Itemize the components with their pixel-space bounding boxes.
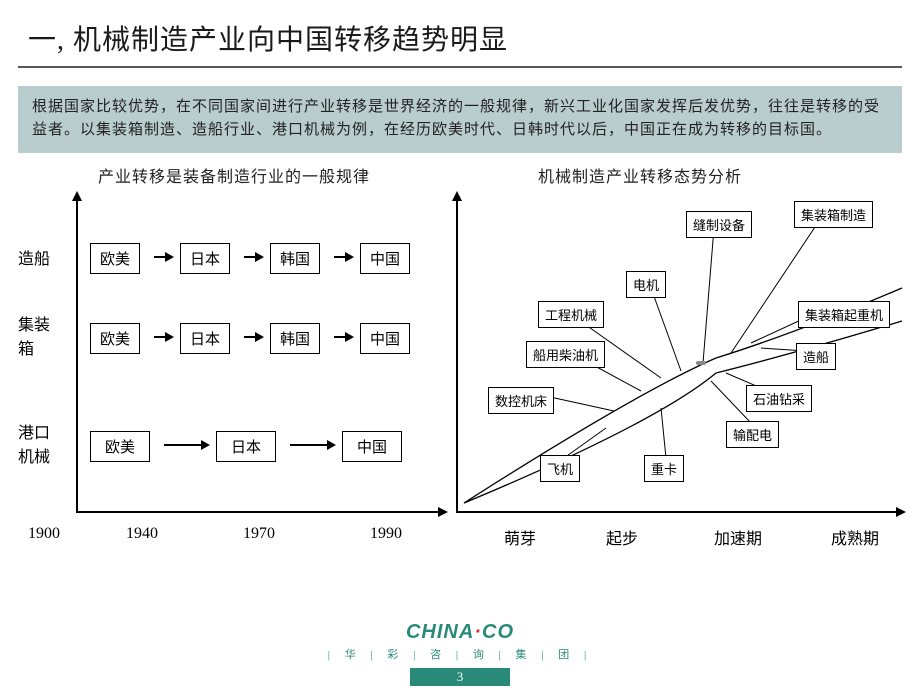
row-label: 集装箱 [18,311,50,359]
flow-box: 中国 [342,431,402,462]
x-tick: 1970 [243,525,275,543]
row-label: 造船 [18,245,50,269]
phase-tick: 加速期 [714,525,762,549]
right-x-axis [456,511,904,513]
arrow-icon [154,336,172,338]
right-y-axis [456,193,458,513]
node-jzxqzj: 集装箱起重机 [798,301,890,328]
flow-box: 中国 [360,323,410,354]
title-underline [18,66,902,68]
arrow-icon [334,336,352,338]
diagram-area: 产业转移是装备制造行业的一般规律 机械制造产业转移态势分析 造船欧美日本韩国中国… [18,163,902,583]
phase-tick: 成熟期 [831,525,879,549]
node-fj: 飞机 [540,455,580,482]
node-zk: 重卡 [644,455,684,482]
arrow-icon [290,444,334,446]
logo: CHINA·CO [0,621,920,644]
fishbone-center [696,361,706,365]
node-syzc: 石油钻采 [746,385,812,412]
left-chart: 造船欧美日本韩国中国集装箱欧美日本韩国中国港口机械欧美日本中国 19001940… [18,193,438,553]
arrow-icon [164,444,208,446]
node-dj: 电机 [626,271,666,298]
node-skjc: 数控机床 [488,387,554,414]
right-chart: 缝制设备 集装箱制造电机工程机械船用柴油机 集装箱起重机造船数控机床 石油钻采输配电飞… [456,193,906,553]
flow-box: 日本 [180,323,230,354]
logo-subtitle: | 华 | 彩 | 咨 | 询 | 集 | 团 | [0,646,920,662]
footer: CHINA·CO | 华 | 彩 | 咨 | 询 | 集 | 团 | 3 [0,621,920,686]
flow-box: 韩国 [270,323,320,354]
node-cycy: 船用柴油机 [526,341,605,368]
right-subtitle: 机械制造产业转移态势分析 [538,163,742,187]
phase-tick: 起步 [606,525,638,549]
flow-box: 中国 [360,243,410,274]
flow-box: 日本 [216,431,276,462]
page-title: 一, 机械制造产业向中国转移趋势明显 [0,0,920,66]
arrow-icon [334,256,352,258]
left-subtitle: 产业转移是装备制造行业的一般规律 [98,163,370,187]
row-label: 港口机械 [18,419,50,467]
flow-box: 欧美 [90,431,150,462]
arrow-icon [244,336,262,338]
arrow-icon [244,256,262,258]
node-fssb: 缝制设备 [686,211,752,238]
phase-tick: 萌芽 [504,525,536,549]
flow-box: 欧美 [90,323,140,354]
x-tick: 1900 [28,525,60,543]
flow-box: 欧美 [90,243,140,274]
node-spd: 输配电 [726,421,779,448]
flow-box: 日本 [180,243,230,274]
flow-box: 韩国 [270,243,320,274]
x-tick: 1940 [126,525,158,543]
intro-text: 根据国家比较优势，在不同国家间进行产业转移是世界经济的一般规律，新兴工业化国家发… [18,86,902,153]
left-x-axis [76,511,446,513]
node-gcjx: 工程机械 [538,301,604,328]
node-jzx: 集装箱制造 [794,201,873,228]
arrow-icon [154,256,172,258]
left-y-axis [76,193,78,513]
x-tick: 1990 [370,525,402,543]
node-zc: 造船 [796,343,836,370]
page-number: 3 [410,668,510,686]
